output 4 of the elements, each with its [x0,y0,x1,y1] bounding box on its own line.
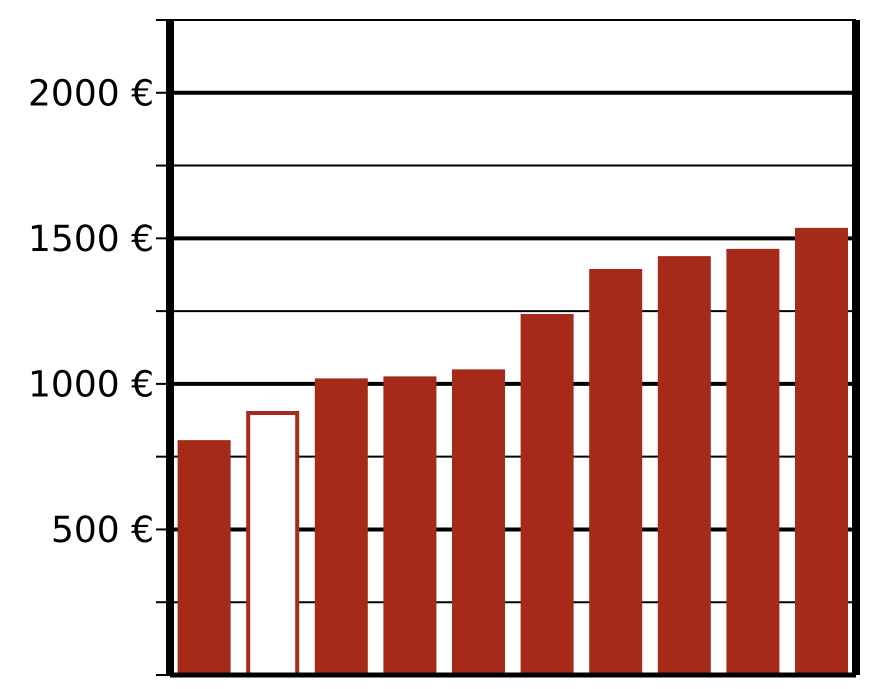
y-tick-label: 2000 € [28,74,154,115]
y-tick-label: 1500 € [28,219,154,260]
y-tick-label: 1000 € [28,364,154,406]
y-tick-label: 500 € [50,510,154,552]
